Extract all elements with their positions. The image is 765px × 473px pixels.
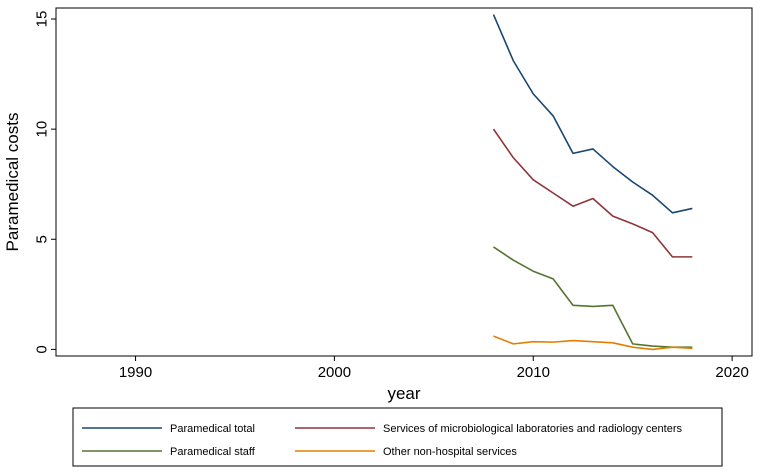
- x-tick-label: 1990: [119, 364, 152, 381]
- x-axis-title: year: [387, 384, 420, 403]
- series-line-1: [492, 14, 693, 214]
- legend-label-2: Services of microbiological laboratories…: [383, 423, 682, 435]
- series-line-3: [493, 246, 693, 348]
- series-line-2: [492, 128, 693, 258]
- series-line-4: [493, 335, 693, 351]
- x-tick-label: 2010: [517, 364, 550, 381]
- y-tick-label: 15: [34, 11, 51, 28]
- y-tick-label: 0: [34, 345, 51, 353]
- legend-label-1: Paramedical total: [170, 423, 255, 435]
- x-tick-label: 2020: [715, 364, 748, 381]
- y-axis-title: Paramedical costs: [3, 113, 22, 252]
- y-tick-label: 5: [34, 235, 51, 243]
- legend-label-3: Paramedical staff: [170, 446, 256, 458]
- legend-label-4: Other non-hospital services: [383, 446, 517, 458]
- y-tick-label: 10: [34, 121, 51, 138]
- x-tick-label: 2000: [318, 364, 351, 381]
- legend-box: [72, 407, 723, 467]
- plot-area: [55, 7, 753, 357]
